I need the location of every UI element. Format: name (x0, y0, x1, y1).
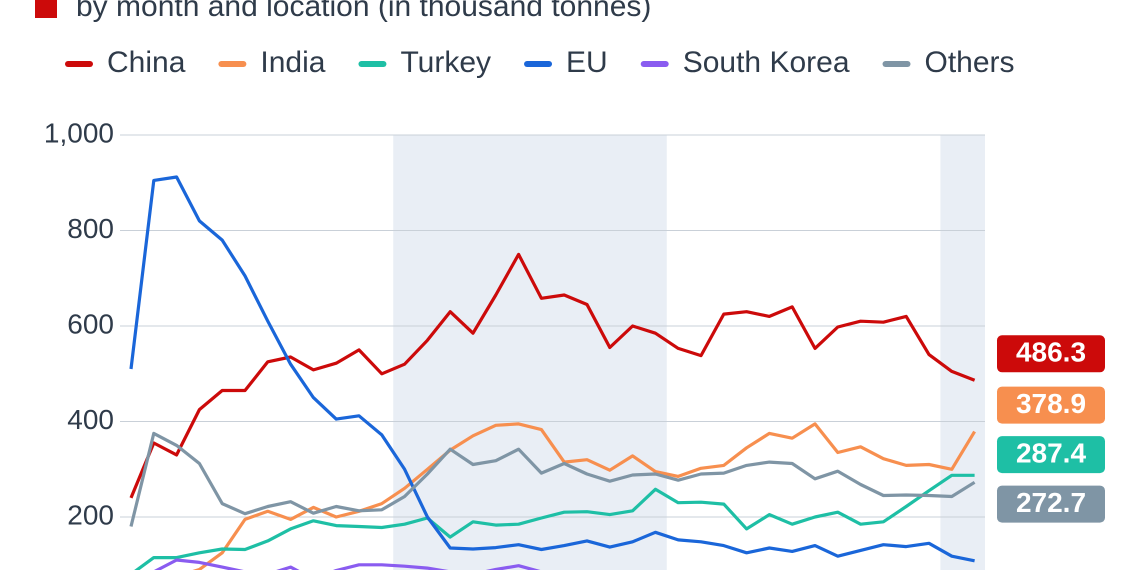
y-tick-label: 600 (67, 308, 114, 339)
year-band (393, 135, 667, 570)
y-tick-label: 800 (67, 213, 114, 244)
end-label: 486.3 (1016, 337, 1086, 368)
series-line (129, 175, 975, 563)
y-tick-label: 1,000 (44, 117, 114, 148)
legend-label: China (107, 46, 186, 79)
end-label: 272.7 (1016, 487, 1086, 518)
end-label-box (997, 335, 1105, 373)
year-band (940, 135, 985, 570)
legend-label: Turkey (400, 46, 491, 79)
end-label-box (997, 436, 1105, 474)
series-line (134, 473, 975, 570)
legend-label: India (260, 46, 325, 79)
end-label-box (997, 485, 1105, 523)
end-label: 378.9 (1016, 388, 1086, 419)
chart-subtitle: by month and location (in thousand tonne… (76, 0, 651, 23)
legend-label: South Korea (683, 46, 850, 79)
y-tick-label: 200 (67, 499, 114, 530)
legend-label: Others (925, 46, 1015, 79)
end-label-box (997, 386, 1105, 424)
series-line (192, 422, 976, 570)
series-line (129, 431, 976, 527)
series-line (129, 252, 976, 499)
y-tick-label: 400 (67, 404, 114, 435)
end-label: 287.4 (1016, 437, 1086, 468)
legend-label: EU (566, 46, 608, 79)
title-marker (35, 0, 57, 18)
